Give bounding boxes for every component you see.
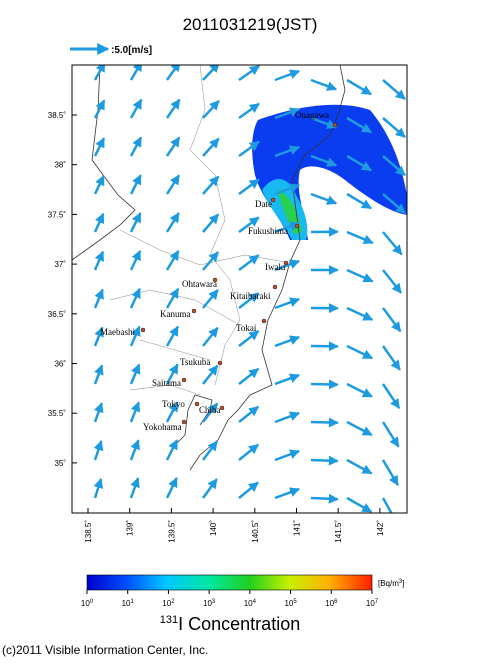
city-label: Saitama	[152, 378, 181, 388]
map-area: Onagawa Date Fukushima Iwaki Ohtawara Kitaiba…	[72, 62, 410, 524]
colorbar-tick-label: 100	[81, 599, 94, 608]
city-dot	[182, 420, 186, 424]
city-label: Tsukuba	[180, 357, 210, 367]
tick-exponent: 4	[253, 599, 257, 605]
colorbar-tick-label: 104	[244, 599, 257, 608]
lat-tick-label: 35˚	[54, 459, 66, 468]
lat-tick-label: 38.5˚	[48, 111, 67, 120]
city-label: Date	[255, 199, 272, 209]
colorbar-tick-label: 105	[284, 599, 297, 608]
wind-arrow	[311, 460, 338, 461]
city-dot	[262, 319, 266, 323]
city-dot	[220, 406, 224, 410]
colorbar-label: 131I Concentration	[160, 614, 300, 634]
copyright: (c)2011 Visible Information Center, Inc.	[2, 643, 208, 657]
lat-tick-label: 35.5˚	[48, 409, 67, 418]
colorbar-tick-label: 107	[366, 599, 379, 608]
colorbar-tick-label: 101	[122, 599, 135, 608]
city-label: Tokai	[236, 323, 257, 333]
lon-tick-label: 142˚	[376, 520, 385, 536]
tick-exponent: 1	[130, 599, 134, 605]
city-dot	[218, 361, 222, 365]
lon-tick-label: 140.5˚	[251, 520, 260, 543]
colorbar	[87, 575, 372, 590]
tick-exponent: 6	[334, 599, 338, 605]
lon-tick-label: 140˚	[209, 520, 218, 536]
lat-tick-label: 36˚	[54, 360, 66, 369]
lon-tick-label: 141˚	[293, 520, 302, 536]
city-dot	[333, 123, 337, 127]
label-text: I Concentration	[178, 614, 300, 634]
city-label: Chiba	[199, 405, 221, 415]
lat-tick-label: 37˚	[54, 260, 66, 269]
unit-close: ]	[402, 579, 404, 588]
city-label: Iwaki	[265, 262, 286, 272]
tick-exponent: 3	[212, 599, 216, 605]
wind-arrow	[311, 384, 338, 385]
wind-arrow	[311, 422, 338, 423]
city-label: Yokohama	[143, 422, 182, 432]
tick-exponent: 2	[171, 599, 175, 605]
city-label: Onagawa	[295, 110, 329, 120]
city-label: Kitaibaraki	[230, 291, 271, 301]
lat-tick-label: 37.5˚	[48, 210, 67, 219]
city-label: Ohtawara	[182, 279, 217, 289]
colorbar-tick-label: 102	[162, 599, 175, 608]
city-dot	[192, 309, 196, 313]
title: 2011031219(JST)	[183, 15, 318, 34]
colorbar-unit: [Bq/m3]	[378, 579, 404, 588]
city-dot	[141, 328, 145, 332]
lon-tick-label: 139.5˚	[167, 520, 176, 543]
tick-exponent: 5	[293, 599, 297, 605]
wind-arrow	[311, 498, 338, 499]
lon-tick-label: 139˚	[126, 520, 135, 536]
wind-scale-label: :5.0[m/s]	[111, 45, 152, 56]
city-label: Tokyo	[162, 399, 185, 409]
isotope: 131	[160, 614, 178, 626]
city-dot	[273, 285, 277, 289]
lat-tick-label: 36.5˚	[48, 310, 67, 319]
lat-tick-label: 38˚	[54, 161, 66, 170]
tick-exponent: 0	[90, 599, 94, 605]
lon-tick-label: 141.5˚	[334, 520, 343, 543]
city-label: Kanuma	[160, 309, 191, 319]
unit-text: [Bq/m	[378, 579, 399, 588]
lon-tick-label: 138.5˚	[84, 520, 93, 543]
city-dot	[182, 378, 186, 382]
city-label: Maebashi	[100, 327, 135, 337]
city-label: Fukushima	[248, 226, 288, 236]
city-dot	[295, 224, 299, 228]
tick-exponent: 7	[375, 599, 379, 605]
colorbar-tick-label: 103	[203, 599, 216, 608]
colorbar-tick-label: 106	[325, 599, 338, 608]
